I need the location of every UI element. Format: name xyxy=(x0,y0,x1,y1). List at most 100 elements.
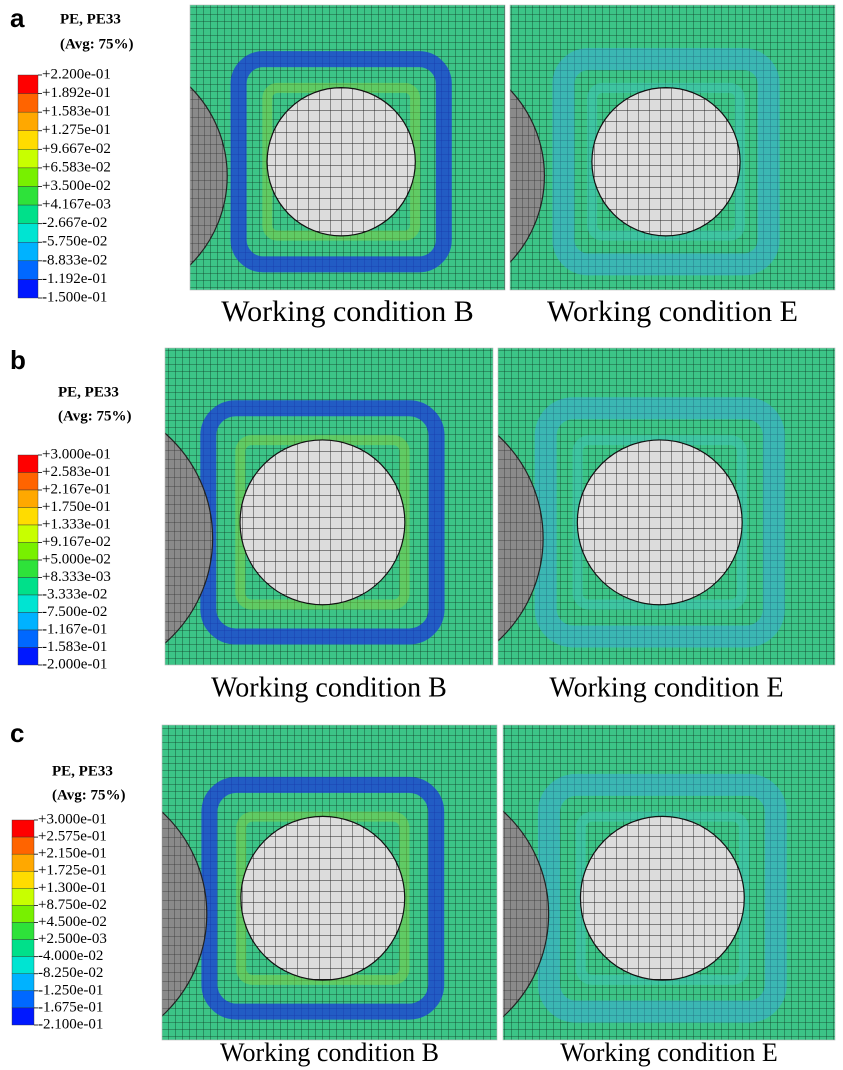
legend-label: +2.167e-01 xyxy=(42,481,111,497)
legend-label: +9.167e-02 xyxy=(42,534,111,550)
legend-swatch xyxy=(18,560,38,578)
legend-swatch xyxy=(18,131,38,150)
legend-label: +3.000e-01 xyxy=(42,446,111,462)
figure: aPE, PE33(Avg: 75%)+2.200e-01+1.892e-01+… xyxy=(0,0,843,1070)
center-disc xyxy=(240,440,405,605)
legend-swatch xyxy=(12,888,34,905)
legend-swatch xyxy=(18,75,38,94)
legend-swatch xyxy=(12,820,34,837)
legend-subtitle: (Avg: 75%) xyxy=(52,787,125,803)
legend-label: +1.275e-01 xyxy=(42,122,111,138)
legend-subtitle: (Avg: 75%) xyxy=(60,36,133,52)
legend-label: +1.583e-01 xyxy=(42,104,111,120)
legend-swatch xyxy=(18,473,38,491)
legend-swatch xyxy=(18,187,38,206)
image-caption: Working condition B xyxy=(221,295,474,328)
legend-swatch xyxy=(18,613,38,631)
legend-title: PE, PE33 xyxy=(58,384,119,400)
legend-swatch xyxy=(18,630,38,648)
legend-label: +4.500e-02 xyxy=(38,914,107,930)
legend-swatch xyxy=(12,957,34,974)
legend-swatch xyxy=(18,508,38,526)
panel-letter: a xyxy=(10,3,25,33)
legend-swatch xyxy=(12,974,34,991)
legend-label: +6.583e-02 xyxy=(42,159,111,175)
legend-swatch xyxy=(18,279,38,298)
legend-label: -8.833e-02 xyxy=(42,252,107,268)
legend-label: -7.500e-02 xyxy=(42,604,107,620)
legend-swatch xyxy=(18,648,38,666)
center-disc xyxy=(577,440,742,605)
legend-label: +9.667e-02 xyxy=(42,141,111,157)
legend-swatch xyxy=(18,455,38,473)
legend-label: -1.500e-01 xyxy=(42,289,107,305)
legend-swatch xyxy=(12,854,34,871)
legend-label: +3.000e-01 xyxy=(38,811,107,827)
legend-swatch xyxy=(12,923,34,940)
legend-label: +2.200e-01 xyxy=(42,66,111,82)
legend-label: -2.667e-02 xyxy=(42,215,107,231)
legend-swatch xyxy=(18,112,38,131)
legend-swatch xyxy=(12,871,34,888)
center-disc xyxy=(580,816,744,980)
legend-label: +3.500e-02 xyxy=(42,178,111,194)
image-caption: Working condition E xyxy=(560,1038,777,1067)
legend-label: +8.333e-03 xyxy=(42,569,111,585)
legend-label: +1.333e-01 xyxy=(42,516,111,532)
center-disc xyxy=(241,816,405,980)
legend-label: -3.333e-02 xyxy=(42,586,107,602)
legend-swatch xyxy=(12,837,34,854)
panel-letter: c xyxy=(10,718,24,748)
legend-label: -4.000e-02 xyxy=(38,948,103,964)
legend-swatch xyxy=(18,261,38,280)
legend-label: -1.192e-01 xyxy=(42,271,107,287)
legend-label: +2.583e-01 xyxy=(42,464,111,480)
legend-label: +4.167e-03 xyxy=(42,197,111,213)
legend-swatch xyxy=(12,1008,34,1025)
legend-swatch xyxy=(18,224,38,243)
legend-swatch xyxy=(18,490,38,508)
legend-label: +1.300e-01 xyxy=(38,880,107,896)
legend-label: +1.725e-01 xyxy=(38,863,107,879)
legend-label: +1.750e-01 xyxy=(42,499,111,515)
legend-title: PE, PE33 xyxy=(52,763,113,779)
legend-label: +5.000e-02 xyxy=(42,551,111,567)
legend-swatch xyxy=(12,991,34,1008)
image-caption: Working condition B xyxy=(220,1038,439,1067)
legend-label: -8.250e-02 xyxy=(38,965,103,981)
legend-label: +8.750e-02 xyxy=(38,897,107,913)
legend-swatch xyxy=(18,149,38,168)
legend-label: +2.150e-01 xyxy=(38,846,107,862)
legend-swatch xyxy=(18,543,38,561)
legend-swatch xyxy=(12,905,34,922)
legend-swatch xyxy=(18,205,38,224)
legend-swatch xyxy=(18,578,38,596)
image-caption: Working condition E xyxy=(547,295,798,328)
legend-label: -1.675e-01 xyxy=(38,999,103,1015)
legend-subtitle: (Avg: 75%) xyxy=(58,408,131,424)
image-caption: Working condition E xyxy=(549,672,783,703)
legend-label: -2.100e-01 xyxy=(38,1016,103,1032)
legend-title: PE, PE33 xyxy=(60,11,121,27)
panel: cPE, PE33(Avg: 75%)+3.000e-01+2.575e-01+… xyxy=(0,718,835,1067)
legend-swatch xyxy=(18,94,38,113)
legend-swatch xyxy=(18,168,38,187)
legend-label: -2.000e-01 xyxy=(42,656,107,672)
legend-swatch xyxy=(18,595,38,613)
legend-label: -5.750e-02 xyxy=(42,234,107,250)
center-disc xyxy=(267,88,415,236)
center-disc xyxy=(592,88,740,236)
panel-letter: b xyxy=(10,345,26,375)
legend-swatch xyxy=(12,940,34,957)
legend-label: -1.583e-01 xyxy=(42,639,107,655)
legend-label: -1.167e-01 xyxy=(42,621,107,637)
legend-label: -1.250e-01 xyxy=(38,982,103,998)
page: {"panels": [ {"label": "a", "legend": {"… xyxy=(0,0,843,1070)
legend-label: +2.575e-01 xyxy=(38,829,107,845)
legend-label: +2.500e-03 xyxy=(38,931,107,947)
panel: bPE, PE33(Avg: 75%)+3.000e-01+2.583e-01+… xyxy=(0,345,835,704)
legend-swatch xyxy=(18,242,38,261)
legend-swatch xyxy=(18,525,38,543)
image-caption: Working condition B xyxy=(211,672,447,703)
